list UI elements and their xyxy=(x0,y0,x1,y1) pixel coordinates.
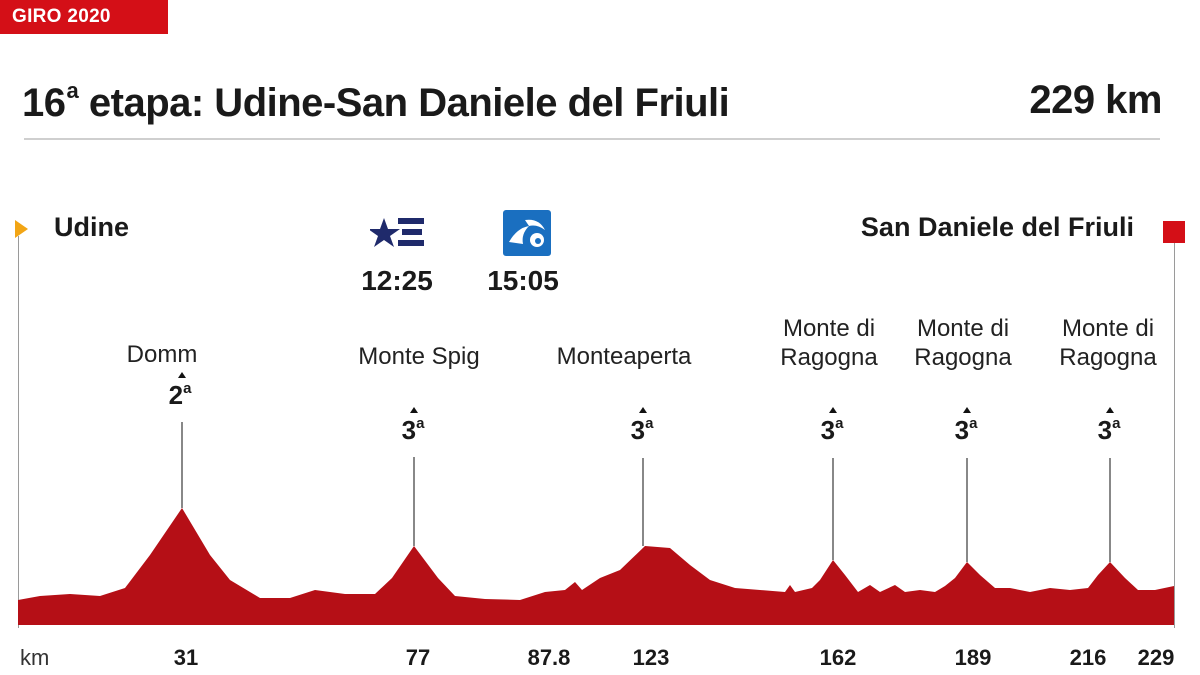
climb-category-ragogna-1: 3a xyxy=(802,415,862,446)
climb-arrow-icon xyxy=(178,372,186,378)
climb-arrow-icon xyxy=(1106,407,1114,413)
climb-name-line: Monte di xyxy=(782,315,876,342)
km-label: 189 xyxy=(954,645,992,670)
category-number: 3 xyxy=(1097,415,1113,445)
climb-name-domm: Domm xyxy=(126,341,198,368)
profile-area xyxy=(18,508,1174,625)
km-axis-unit: km xyxy=(20,645,50,670)
climb-arrow-icon xyxy=(639,407,647,413)
category-number: 2 xyxy=(168,380,184,410)
climb-name-line: Ragogna xyxy=(914,344,1012,371)
category-ordinal: a xyxy=(645,415,654,432)
climb-arrow-icon xyxy=(963,407,971,413)
title-divider xyxy=(24,138,1160,140)
eurosport-logo-icon xyxy=(370,218,424,247)
climb-category-ragogna-2: 3a xyxy=(936,415,996,446)
km-label: 229 xyxy=(1137,645,1175,670)
stage-title: 16a etapa: Udine-San Daniele del Friuli xyxy=(22,78,730,126)
km-label: 216 xyxy=(1069,645,1107,670)
competition-tag: GIRO 2020 xyxy=(0,0,168,34)
finish-flag-icon xyxy=(1163,221,1185,243)
climb-name-monte-spig: Monte Spig xyxy=(358,343,480,370)
climb-name-line: Ragogna xyxy=(780,344,878,371)
broadcast-time-teledeporte: 15:05 xyxy=(487,265,559,296)
climb-leader-lines xyxy=(181,422,1111,562)
stage-route-title: etapa: Udine-San Daniele del Friuli xyxy=(88,81,730,125)
finish-town: San Daniele del Friuli xyxy=(860,212,1134,242)
category-ordinal: a xyxy=(183,380,192,397)
climb-name-line: Monte di xyxy=(1061,315,1155,342)
climb-name-monteaperta: Monteaperta xyxy=(556,343,692,370)
climb-arrow-icon xyxy=(410,407,418,413)
km-label: 77 xyxy=(405,645,431,670)
stage-distance: 229 km xyxy=(1029,78,1162,122)
category-number: 3 xyxy=(401,415,417,445)
km-label: 31 xyxy=(173,645,199,670)
stage-ordinal: a xyxy=(66,78,79,103)
category-ordinal: a xyxy=(835,415,844,432)
km-label: 87.8 xyxy=(527,645,571,670)
finish-line xyxy=(1174,236,1175,628)
km-label: 162 xyxy=(819,645,857,670)
stage-number: 16 xyxy=(22,81,66,125)
climb-category-monte-spig: 3a xyxy=(383,415,443,446)
category-number: 3 xyxy=(630,415,646,445)
climb-category-ragogna-3: 3a xyxy=(1079,415,1139,446)
climb-category-domm: 2a xyxy=(150,380,210,411)
climb-name-line: Monte di xyxy=(916,315,1010,342)
category-number: 3 xyxy=(954,415,970,445)
climb-name-ragogna-1: Monte di Ragogna xyxy=(749,314,909,372)
climb-name-ragogna-3: Monte di Ragogna xyxy=(1028,314,1188,372)
start-town: Udine xyxy=(54,212,130,242)
climb-category-monteaperta: 3a xyxy=(612,415,672,446)
category-ordinal: a xyxy=(969,415,978,432)
category-ordinal: a xyxy=(416,415,425,432)
climb-arrow-icon xyxy=(829,407,837,413)
km-label: 123 xyxy=(632,645,670,670)
category-ordinal: a xyxy=(1112,415,1121,432)
climb-name-line: Ragogna xyxy=(1059,344,1157,371)
climb-name-ragogna-2: Monte di Ragogna xyxy=(883,314,1043,372)
start-line xyxy=(18,236,19,628)
start-flag-icon xyxy=(15,220,28,238)
teledeporte-logo-icon xyxy=(503,210,551,256)
category-number: 3 xyxy=(820,415,836,445)
broadcast-time-eurosport: 12:25 xyxy=(361,265,433,296)
